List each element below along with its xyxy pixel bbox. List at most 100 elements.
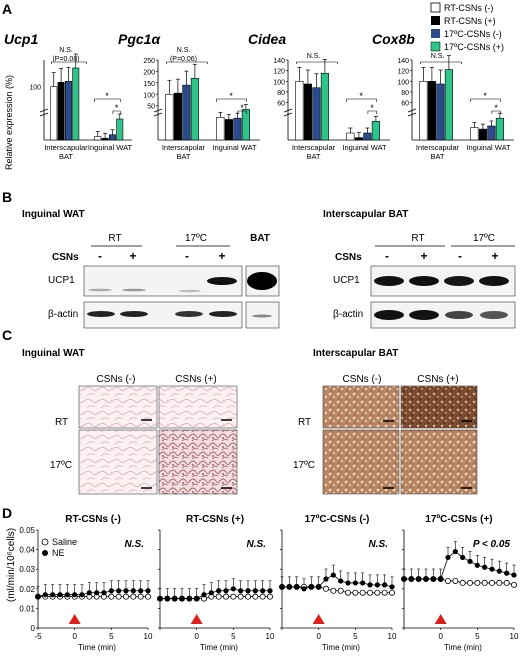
wb-left-actin-label: β-actin xyxy=(48,309,78,320)
y-tick-label: 100 xyxy=(273,79,285,86)
ne-point xyxy=(482,564,488,570)
panel-b-left-title: Inguinal WAT xyxy=(22,209,85,220)
wb-band xyxy=(445,311,473,319)
bar xyxy=(216,117,225,141)
series-line xyxy=(282,574,393,590)
ne-point xyxy=(316,584,322,590)
significance-annotation: N.S. xyxy=(247,539,266,550)
ne-point xyxy=(252,588,258,594)
wb-band xyxy=(479,276,509,286)
gene-title: Ucp1 xyxy=(4,31,38,47)
legend-label-rt-minus: RT-CSNs (-) xyxy=(444,3,493,13)
x-axis-label: Time (min) xyxy=(444,643,482,652)
ne-point xyxy=(64,592,70,598)
ne-point xyxy=(201,592,207,598)
chart-title: RT-CSNs (-) xyxy=(65,514,121,525)
ne-point xyxy=(301,586,307,592)
ne-point xyxy=(79,592,85,598)
group-label-bat: Interscapular xyxy=(416,143,460,152)
ne-point xyxy=(286,584,292,590)
c-left-rt: RT xyxy=(55,417,68,428)
c-right-csns-plus: CSNs (+) xyxy=(417,374,458,385)
ne-point xyxy=(367,582,373,588)
ne-point xyxy=(138,588,144,594)
chart-title: RT-CSNs (+) xyxy=(186,514,244,525)
wb-right-actin-label: β-actin xyxy=(333,309,363,320)
x-tick-label: 5 xyxy=(475,632,480,641)
ns-label: N.S. xyxy=(431,53,445,60)
saline-point xyxy=(215,593,222,600)
group-label-wat: Inguinal WAT xyxy=(342,143,387,152)
axis-break xyxy=(283,108,293,117)
ne-point xyxy=(164,596,170,602)
saline-point xyxy=(444,577,451,584)
histology-bat-17c-plus xyxy=(400,429,478,495)
group-label-bat: Interscapular xyxy=(162,143,206,152)
ne-point xyxy=(401,576,407,582)
sig-bracket xyxy=(367,110,377,114)
panel-c-right-title: Interscapular BAT xyxy=(313,348,398,359)
y-tick-label: 0.01 xyxy=(19,604,35,613)
sig-bracket xyxy=(237,110,247,114)
wb-left-17c: 17ºC xyxy=(185,233,207,244)
bar xyxy=(487,125,496,141)
ne-point xyxy=(57,592,63,598)
series-line xyxy=(37,590,148,598)
ne-point xyxy=(179,596,185,602)
injection-arrow-icon xyxy=(434,614,447,624)
chart-title: 17ºC-CSNs (-) xyxy=(305,514,370,525)
bar xyxy=(182,84,191,141)
wb-right-rt: RT xyxy=(411,233,424,244)
ne-point xyxy=(194,596,200,602)
ne-point xyxy=(245,588,251,594)
line-chart-4: 17ºC-CSNs (+) 0 5 10 Time (min) P < 0.05 xyxy=(400,514,519,652)
ne-point xyxy=(408,576,414,582)
bar xyxy=(94,136,102,141)
saline-point xyxy=(466,579,473,586)
y-tick-label: 250 xyxy=(143,58,155,65)
ne-point xyxy=(238,588,244,594)
bar xyxy=(470,127,479,141)
saline-point xyxy=(237,593,244,600)
legend-saline-marker xyxy=(41,538,49,546)
sig-star: * xyxy=(115,103,119,113)
ns-label: N.S. xyxy=(177,47,191,54)
gene-title: Pgc1α xyxy=(118,31,161,47)
line-chart-1: RT-CSNs (-)00.010.020.030.040.05-5 0 5 10Ti… xyxy=(19,514,153,652)
ne-point xyxy=(50,592,56,598)
ne-point xyxy=(416,576,422,582)
wb-band xyxy=(179,289,201,293)
ne-point xyxy=(382,582,388,588)
panel-label-b: B xyxy=(2,189,12,205)
saline-point xyxy=(123,593,130,600)
histology-bat-17c-minus xyxy=(322,429,400,495)
sig-bracket xyxy=(216,98,247,102)
panel-b-right-title: Interscapular BAT xyxy=(323,209,408,220)
bar xyxy=(165,93,174,141)
y-tick-label: 120 xyxy=(273,69,285,76)
y-tick-label: 80 xyxy=(277,90,285,97)
sig-star: * xyxy=(105,91,109,101)
wb-left-ucp1-label: UCP1 xyxy=(48,275,75,286)
saline-point xyxy=(137,593,144,600)
ne-point xyxy=(208,590,214,596)
wb-band xyxy=(252,314,272,318)
x-tick-label: 5 xyxy=(353,632,358,641)
c-left-csns-minus: CSNs (-) xyxy=(97,374,136,385)
bar xyxy=(108,134,116,141)
ne-point xyxy=(94,590,100,596)
legend-label-rt-plus: RT-CSNs (+) xyxy=(444,16,496,26)
wb-right-plus-2: + xyxy=(491,249,498,263)
group-label-wat: Inguinal WAT xyxy=(212,143,257,152)
bar xyxy=(320,73,329,141)
wb-right-minus-2: - xyxy=(458,249,462,263)
saline-point xyxy=(108,593,115,600)
ns-bracket xyxy=(166,61,208,64)
c-right-csns-minus: CSNs (-) xyxy=(343,374,382,385)
bar xyxy=(295,81,304,141)
wb-left-minus-2: - xyxy=(185,249,189,263)
saline-point xyxy=(130,593,137,600)
gene-title: Cox8b xyxy=(372,31,415,47)
x-tick-label: 0 xyxy=(72,632,77,641)
